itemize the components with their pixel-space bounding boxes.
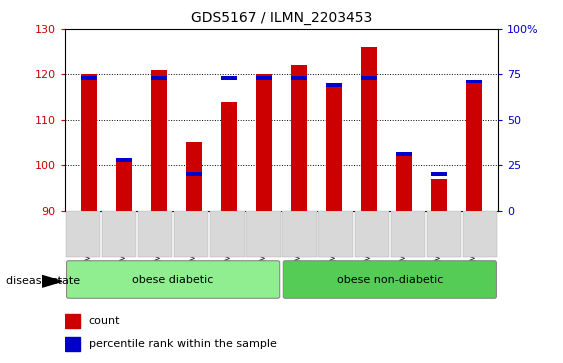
Bar — [186, 172, 202, 176]
Bar — [246, 212, 280, 257]
Bar — [65, 337, 80, 351]
Bar — [256, 76, 272, 80]
Text: count: count — [88, 316, 120, 326]
Bar — [396, 152, 412, 156]
FancyBboxPatch shape — [66, 261, 280, 298]
Title: GDS5167 / ILMN_2203453: GDS5167 / ILMN_2203453 — [191, 11, 372, 25]
Bar — [81, 74, 97, 211]
Bar — [326, 83, 342, 211]
Bar — [221, 76, 237, 80]
Bar — [291, 65, 307, 211]
Bar — [151, 70, 167, 211]
Bar — [117, 158, 132, 162]
Bar — [210, 212, 244, 257]
Bar — [65, 314, 80, 329]
Bar — [138, 212, 172, 257]
Bar — [427, 212, 461, 257]
Bar — [283, 212, 317, 257]
Bar — [81, 76, 97, 80]
Polygon shape — [42, 276, 62, 287]
Bar — [151, 76, 167, 80]
Bar — [431, 179, 446, 211]
Bar — [221, 102, 237, 211]
Bar — [361, 76, 377, 80]
Bar — [463, 212, 497, 257]
Bar — [117, 160, 132, 211]
Bar — [431, 172, 446, 176]
Bar — [319, 212, 353, 257]
Text: obese non-diabetic: obese non-diabetic — [337, 274, 443, 285]
Bar — [174, 212, 208, 257]
Text: percentile rank within the sample: percentile rank within the sample — [88, 339, 276, 349]
Bar — [396, 152, 412, 211]
Bar — [355, 212, 389, 257]
Bar — [326, 83, 342, 87]
Text: disease state: disease state — [6, 276, 80, 286]
Bar — [466, 80, 482, 83]
Bar — [102, 212, 136, 257]
Bar — [291, 76, 307, 80]
Bar — [466, 83, 482, 211]
Bar — [391, 212, 425, 257]
Bar — [66, 212, 100, 257]
Bar — [361, 47, 377, 211]
FancyBboxPatch shape — [283, 261, 497, 298]
Bar — [256, 74, 272, 211]
Text: obese diabetic: obese diabetic — [132, 274, 214, 285]
Bar — [186, 142, 202, 211]
